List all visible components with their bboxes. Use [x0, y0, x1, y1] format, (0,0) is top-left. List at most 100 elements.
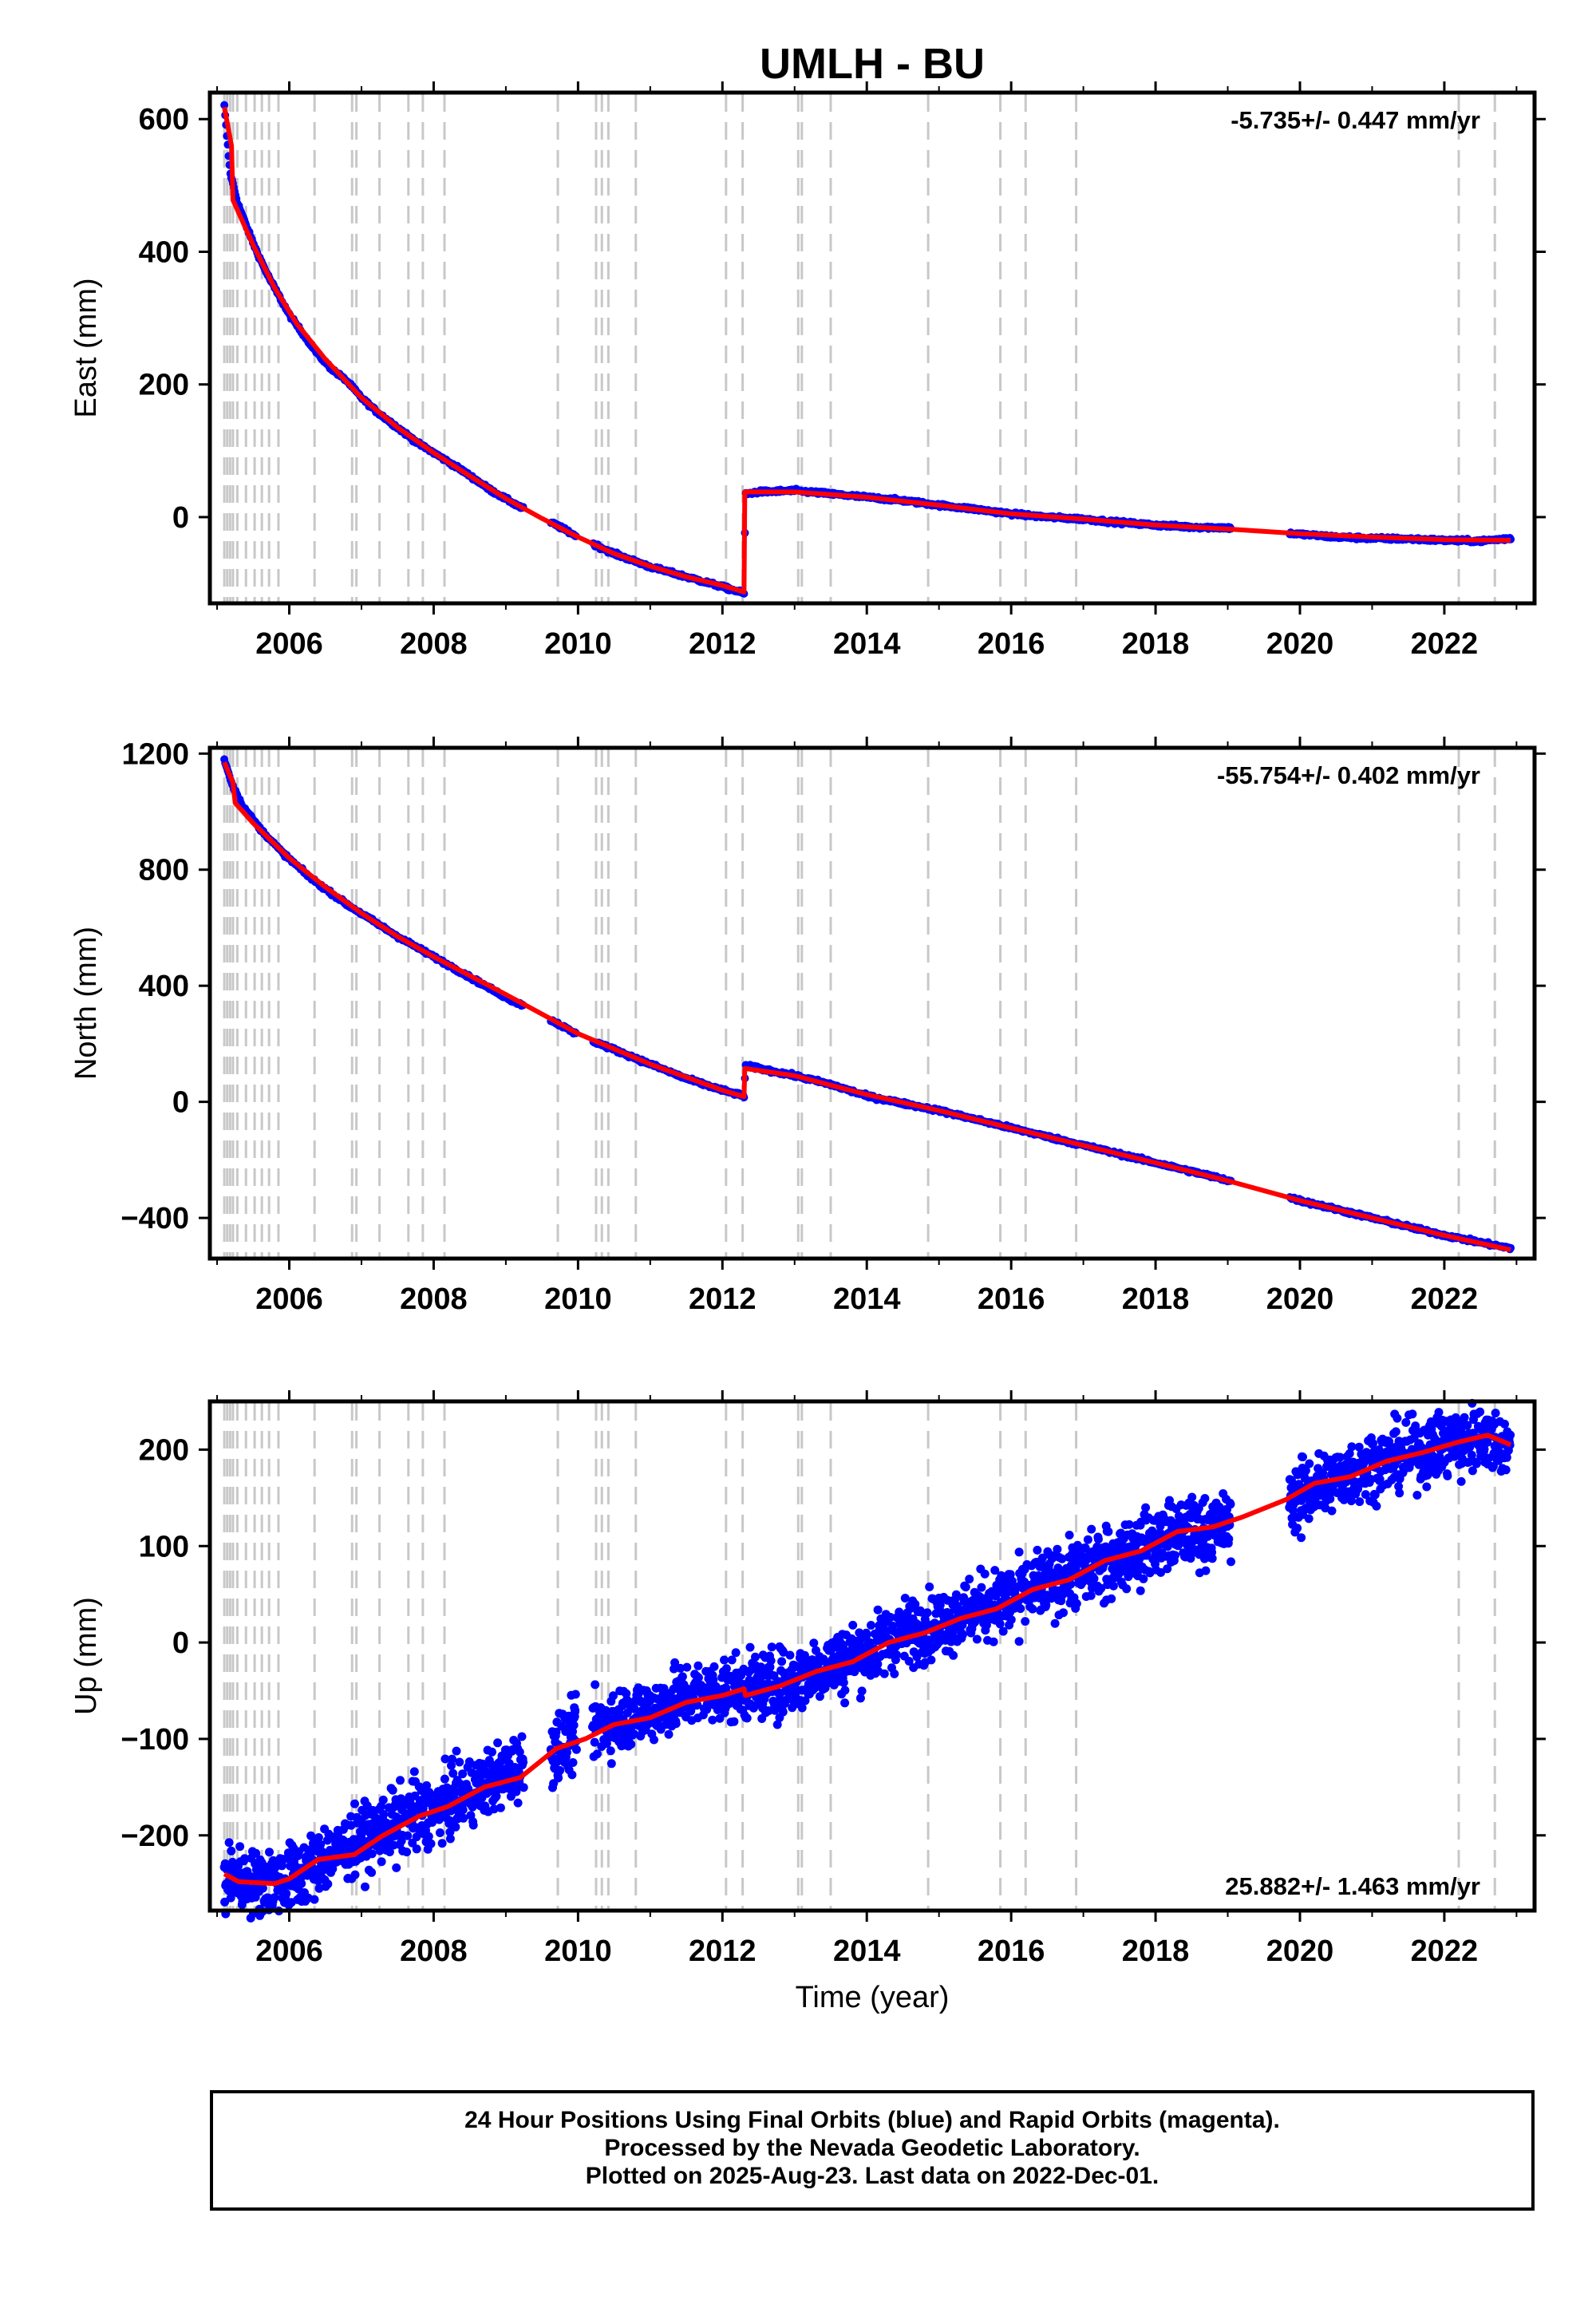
data-point — [418, 1804, 428, 1813]
x-tick-label: 2012 — [689, 1282, 757, 1316]
data-point — [961, 1583, 970, 1592]
rate-annotation: -55.754+/- 0.402 mm/yr — [1217, 761, 1480, 789]
data-point — [765, 1662, 775, 1672]
data-point — [493, 1738, 503, 1748]
y-tick-label: 0 — [172, 1086, 189, 1120]
data-point — [742, 1713, 752, 1723]
data-point — [591, 1680, 600, 1690]
y-tick-label: 800 — [139, 854, 189, 887]
x-tick-label: 2010 — [544, 627, 612, 661]
x-tick-label: 2020 — [1266, 627, 1334, 661]
y-tick-label: 1200 — [121, 737, 189, 771]
data-point — [458, 1805, 468, 1815]
data-point — [873, 1605, 883, 1614]
data-point — [1053, 1563, 1063, 1573]
data-point — [396, 1776, 405, 1785]
data-point — [468, 1820, 478, 1830]
data-point — [378, 1795, 388, 1804]
data-point — [926, 1655, 936, 1665]
data-point — [513, 1798, 523, 1808]
data-point — [437, 1839, 447, 1848]
x-tick-label: 2012 — [689, 627, 757, 661]
data-point — [240, 1854, 250, 1863]
data-point — [676, 1663, 685, 1673]
data-point — [745, 1642, 755, 1652]
data-point — [990, 1566, 1000, 1575]
data-point — [972, 1634, 982, 1644]
data-point — [440, 1754, 450, 1764]
data-point — [445, 1834, 455, 1844]
x-tick-label: 2022 — [1411, 1282, 1479, 1316]
data-point — [475, 1774, 484, 1784]
data-point — [314, 1833, 323, 1842]
data-point — [426, 1839, 436, 1848]
data-point — [270, 1893, 279, 1903]
data-point — [1108, 1581, 1118, 1591]
data-point — [1072, 1599, 1081, 1608]
data-point — [279, 1855, 289, 1864]
data-point — [855, 1694, 865, 1703]
data-point — [464, 1757, 474, 1766]
data-point — [865, 1638, 875, 1647]
x-tick-label: 2006 — [255, 1282, 323, 1316]
data-point — [693, 1673, 703, 1682]
y-tick-label: 200 — [139, 369, 189, 402]
data-point — [1122, 1584, 1132, 1594]
data-point — [606, 1746, 615, 1756]
data-point — [995, 1619, 1005, 1629]
data-point — [1006, 1615, 1016, 1624]
data-point — [622, 1708, 632, 1717]
data-point — [965, 1575, 974, 1584]
y-axis-label: East (mm) — [69, 278, 103, 417]
data-point — [350, 1870, 360, 1879]
data-point — [904, 1657, 914, 1666]
y-tick-label: 400 — [139, 970, 189, 1003]
data-point — [890, 1669, 899, 1678]
data-point — [227, 1846, 236, 1856]
data-point — [422, 1780, 432, 1790]
data-point — [412, 1832, 421, 1842]
data-point — [551, 1727, 561, 1737]
data-point — [435, 1828, 444, 1837]
data-point — [310, 1895, 319, 1904]
data-point — [452, 1746, 461, 1756]
data-point — [442, 1783, 452, 1792]
data-point — [562, 1748, 571, 1757]
data-point — [1104, 1527, 1113, 1536]
data-point — [711, 1682, 721, 1691]
data-point — [568, 1758, 578, 1767]
data-point — [982, 1620, 991, 1630]
data-point — [1087, 1524, 1096, 1534]
data-point — [671, 1719, 681, 1729]
data-point — [840, 1686, 850, 1695]
data-point — [1014, 1547, 1024, 1557]
data-point — [379, 1809, 389, 1819]
chart-title: UMLH - BU — [760, 40, 985, 88]
data-point — [1093, 1535, 1103, 1544]
data-point — [367, 1867, 377, 1877]
data-point — [989, 1637, 998, 1646]
data-point — [900, 1594, 910, 1603]
data-point — [224, 1838, 234, 1848]
panel-2: 2006 2008 2010 2012 2014 2016 2018 2020 20221200… — [69, 737, 1546, 1316]
rate-annotation: -5.735+/- 0.447 mm/yr — [1231, 106, 1480, 134]
x-tick-label: 2008 — [400, 627, 468, 661]
data-point — [445, 1828, 455, 1837]
y-tick-label: 600 — [139, 103, 189, 136]
data-point — [424, 1832, 433, 1841]
y-axis-label: North (mm) — [69, 927, 103, 1080]
data-point — [519, 1783, 528, 1792]
data-point — [1028, 1604, 1037, 1614]
data-point — [496, 1803, 505, 1812]
data-point — [606, 1759, 616, 1769]
data-point — [862, 1630, 871, 1640]
data-point — [388, 1785, 397, 1795]
data-point — [867, 1621, 875, 1630]
plot-frame — [207, 745, 1537, 1261]
data-point — [592, 1749, 602, 1759]
x-tick-label: 2020 — [1266, 1282, 1334, 1316]
data-point — [1083, 1535, 1092, 1544]
data-point — [1053, 1544, 1062, 1554]
data-point — [282, 1889, 291, 1899]
data-point — [785, 1650, 795, 1660]
